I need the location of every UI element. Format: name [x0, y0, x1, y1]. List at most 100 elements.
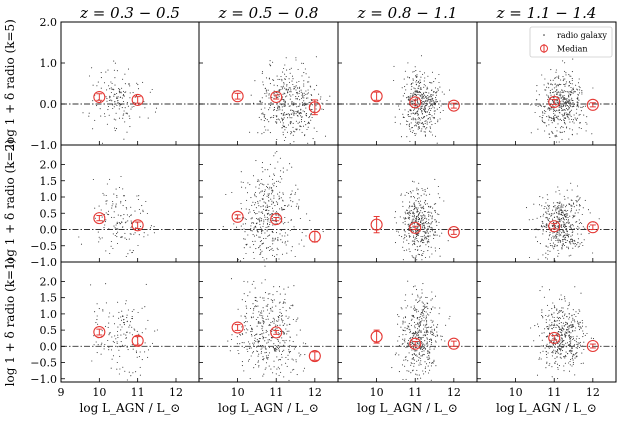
radio-galaxy-point: [279, 109, 281, 111]
radio-galaxy-point: [554, 346, 556, 348]
radio-galaxy-point: [412, 101, 414, 103]
radio-galaxy-point: [430, 109, 432, 112]
radio-galaxy-point: [121, 326, 123, 328]
radio-galaxy-point: [267, 129, 269, 131]
radio-galaxy-point: [416, 350, 418, 352]
radio-galaxy-point: [281, 98, 283, 100]
radio-galaxy-point: [276, 349, 278, 351]
radio-galaxy-point: [103, 82, 106, 84]
radio-galaxy-point: [416, 122, 418, 125]
radio-galaxy-point: [118, 349, 120, 351]
radio-galaxy-point: [408, 126, 410, 128]
radio-galaxy-point: [265, 95, 267, 97]
radio-galaxy-point: [250, 218, 252, 220]
radio-galaxy-point: [281, 241, 283, 243]
radio-galaxy-point: [268, 121, 270, 123]
radio-galaxy-point: [253, 280, 255, 282]
radio-galaxy-point: [445, 324, 447, 326]
radio-galaxy-point: [246, 312, 248, 314]
radio-galaxy-point: [551, 322, 553, 324]
radio-galaxy-point: [129, 97, 131, 99]
radio-galaxy-point: [555, 134, 557, 136]
radio-galaxy-point: [265, 226, 267, 228]
radio-galaxy-point: [293, 348, 295, 350]
radio-galaxy-point: [573, 354, 575, 356]
radio-galaxy-point: [556, 351, 558, 353]
radio-galaxy-point: [556, 244, 558, 246]
radio-galaxy-point: [118, 117, 121, 119]
radio-galaxy-point: [290, 89, 292, 91]
radio-galaxy-point: [549, 319, 551, 321]
radio-galaxy-point: [273, 322, 275, 324]
radio-galaxy-point: [568, 226, 570, 228]
radio-galaxy-point: [561, 113, 563, 115]
radio-galaxy-point: [435, 92, 437, 94]
radio-galaxy-point: [439, 307, 441, 309]
radio-galaxy-point: [266, 222, 269, 224]
radio-galaxy-point: [553, 316, 555, 319]
radio-galaxy-point: [427, 250, 429, 252]
radio-galaxy-point: [139, 351, 141, 353]
radio-galaxy-point: [413, 305, 415, 307]
radio-galaxy-point: [574, 245, 576, 247]
radio-galaxy-point: [569, 102, 571, 104]
radio-galaxy-point: [269, 175, 271, 177]
radio-galaxy-point: [425, 99, 427, 101]
radio-galaxy-point: [263, 237, 265, 240]
radio-galaxy-point: [410, 88, 412, 90]
radio-galaxy-point: [115, 128, 118, 130]
radio-galaxy-point: [249, 307, 252, 310]
radio-galaxy-point: [111, 88, 113, 90]
radio-galaxy-point: [421, 259, 423, 261]
radio-galaxy-point: [287, 234, 289, 236]
radio-galaxy-point: [414, 336, 416, 338]
radio-galaxy-point: [548, 324, 550, 326]
radio-galaxy-point: [276, 180, 278, 182]
radio-galaxy-point: [565, 112, 567, 114]
radio-galaxy-point: [280, 315, 282, 317]
radio-galaxy-point: [565, 98, 567, 100]
radio-galaxy-point: [399, 216, 401, 218]
radio-galaxy-point: [592, 338, 595, 340]
median-marker: [409, 96, 422, 109]
radio-galaxy-point: [296, 110, 298, 113]
radio-galaxy-point: [561, 350, 564, 352]
radio-galaxy-point: [257, 355, 259, 357]
radio-galaxy-point: [250, 331, 252, 333]
radio-galaxy-point: [262, 338, 264, 340]
radio-galaxy-point: [251, 328, 254, 330]
radio-galaxy-point: [568, 85, 571, 87]
radio-galaxy-point: [575, 119, 578, 121]
radio-galaxy-point: [541, 226, 544, 228]
radio-galaxy-point: [549, 220, 551, 222]
radio-galaxy-point: [562, 311, 564, 313]
radio-galaxy-point: [556, 212, 558, 214]
radio-galaxy-point: [302, 110, 304, 112]
radio-galaxy-point: [271, 203, 273, 205]
radio-galaxy-point: [414, 88, 416, 90]
radio-galaxy-point: [288, 330, 290, 332]
radio-galaxy-point: [401, 308, 403, 310]
radio-galaxy-point: [290, 371, 292, 373]
radio-galaxy-point: [263, 120, 265, 122]
radio-galaxy-point: [265, 89, 267, 91]
radio-galaxy-point: [273, 97, 275, 99]
radio-galaxy-point: [222, 226, 224, 228]
radio-galaxy-point: [415, 333, 417, 335]
radio-galaxy-point: [305, 93, 307, 96]
radio-galaxy-point: [271, 240, 273, 242]
radio-galaxy-point: [283, 83, 285, 85]
radio-galaxy-point: [413, 333, 416, 335]
radio-galaxy-point: [404, 327, 406, 329]
radio-galaxy-point: [307, 89, 309, 91]
radio-galaxy-point: [283, 126, 286, 128]
radio-galaxy-point: [553, 248, 555, 250]
radio-galaxy-point: [553, 349, 555, 351]
radio-galaxy-point: [285, 356, 287, 359]
radio-galaxy-point: [267, 293, 269, 295]
radio-galaxy-point: [107, 105, 110, 108]
radio-galaxy-point: [576, 108, 578, 110]
radio-galaxy-point: [267, 303, 269, 305]
radio-galaxy-point: [276, 203, 279, 205]
radio-galaxy-point: [271, 116, 273, 118]
